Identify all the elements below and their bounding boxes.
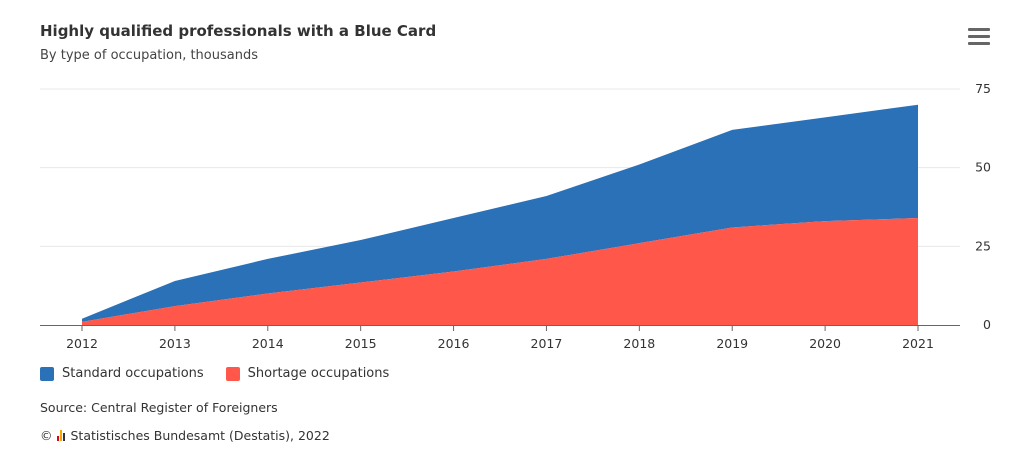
copyright-text: Statistisches Bundesamt (Destatis), 2022 bbox=[70, 428, 330, 443]
destatis-logo-icon bbox=[56, 430, 66, 441]
x-tick-label: 2012 bbox=[66, 336, 98, 351]
y-tick-label: 0 bbox=[983, 317, 991, 332]
series-area-shortage bbox=[82, 218, 918, 325]
hamburger-menu-icon[interactable] bbox=[968, 28, 990, 48]
x-tick-label: 2013 bbox=[159, 336, 191, 351]
copyright-note: © Statistisches Bundesamt (Destatis), 20… bbox=[40, 428, 330, 443]
legend-item-standard[interactable]: Standard occupations bbox=[40, 366, 204, 381]
source-note: Source: Central Register of Foreigners bbox=[40, 400, 278, 415]
x-tick-label: 2018 bbox=[623, 336, 655, 351]
menu-bar bbox=[968, 42, 990, 45]
x-tick-label: 2021 bbox=[902, 336, 934, 351]
x-tick-label: 2016 bbox=[438, 336, 470, 351]
copyright-symbol: © bbox=[40, 428, 53, 443]
y-tick-label: 50 bbox=[975, 160, 991, 175]
y-tick-label: 75 bbox=[975, 81, 991, 96]
legend-swatch-shortage bbox=[225, 366, 240, 381]
legend-swatch-standard bbox=[40, 366, 54, 381]
x-tick-label: 2017 bbox=[531, 336, 563, 351]
menu-bar bbox=[968, 28, 990, 31]
legend-item-shortage[interactable]: Shortage occupations bbox=[225, 366, 390, 381]
chart-title: Highly qualified professionals with a Bl… bbox=[40, 22, 437, 40]
series-area-standard bbox=[82, 104, 918, 322]
x-tick-label: 2014 bbox=[252, 336, 284, 351]
y-tick-label: 25 bbox=[975, 238, 991, 253]
x-tick-label: 2019 bbox=[716, 336, 748, 351]
x-tick-label: 2015 bbox=[345, 336, 377, 351]
chart-legend: Standard occupations Shortage occupation… bbox=[40, 366, 411, 381]
menu-bar bbox=[968, 35, 990, 38]
legend-label-shortage: Shortage occupations bbox=[247, 366, 390, 381]
x-tick-label: 2020 bbox=[809, 336, 841, 351]
area-chart: 0 25 50 75 2012 2013 2014 2015 2016 2017 2018 2019 2… bbox=[40, 81, 991, 351]
chart-subtitle: By type of occupation, thousands bbox=[40, 48, 258, 63]
legend-label-standard: Standard occupations bbox=[62, 366, 204, 381]
